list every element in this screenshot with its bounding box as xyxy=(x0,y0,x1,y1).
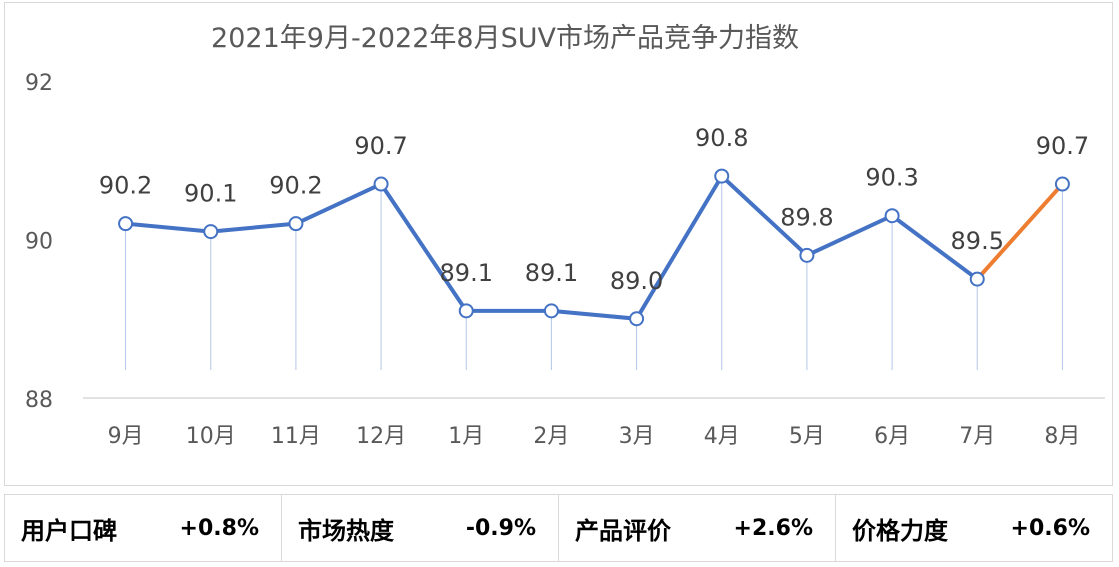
series-segment xyxy=(549,308,639,321)
data-point xyxy=(543,303,559,319)
chart-frame: 2021年9月-2022年8月SUV市场产品竞争力指数 88 90 92 9月 10月… xyxy=(4,2,1113,486)
series-segment xyxy=(634,174,724,321)
series-segment xyxy=(804,213,895,258)
x-tick-label: 4月 xyxy=(704,424,740,449)
stat-value: -0.9% xyxy=(465,515,536,541)
stat-value: +0.8% xyxy=(179,515,259,541)
series-segment xyxy=(123,221,213,234)
series-line xyxy=(123,174,1065,321)
data-point xyxy=(714,168,730,184)
data-label: 89.5 xyxy=(951,227,1004,255)
x-tick-label: 1月 xyxy=(448,424,484,449)
x-tick-label: 12月 xyxy=(356,424,406,449)
stat-value: +2.6% xyxy=(733,515,813,541)
stat-label: 用户口碑 xyxy=(21,516,117,545)
x-tick-label: 11月 xyxy=(271,424,321,449)
stat-value: +0.6% xyxy=(1010,515,1090,541)
data-point xyxy=(458,303,474,319)
data-label: 89.1 xyxy=(525,259,578,287)
x-tick-label: 3月 xyxy=(619,424,655,449)
stat-label: 产品评价 xyxy=(575,516,671,545)
series-segment xyxy=(890,213,980,282)
x-tick-label: 10月 xyxy=(186,424,236,449)
stat-price-strength: 价格力度 +0.6% xyxy=(836,495,1112,561)
stat-market-heat: 市场热度 -0.9% xyxy=(282,495,559,561)
series-segment-highlight xyxy=(975,182,1065,282)
x-tick-label: 8月 xyxy=(1044,424,1080,449)
series-segment xyxy=(719,174,809,258)
data-label: 89.0 xyxy=(610,267,663,295)
data-point xyxy=(1054,176,1070,192)
data-point xyxy=(373,176,389,192)
data-label: 89.8 xyxy=(780,203,833,231)
data-label: 90.2 xyxy=(99,172,152,200)
data-point xyxy=(969,271,985,287)
x-tick-label: 5月 xyxy=(789,424,825,449)
series-segment xyxy=(379,182,469,313)
stat-product-rating: 产品评价 +2.6% xyxy=(559,495,836,561)
chart-svg: 2021年9月-2022年8月SUV市场产品竞争力指数 88 90 92 9月 10月… xyxy=(25,23,1105,449)
data-label: 90.2 xyxy=(269,172,322,200)
drop-lines xyxy=(125,183,1063,370)
y-tick-label: 88 xyxy=(25,388,53,413)
chart-title: 2021年9月-2022年8月SUV市场产品竞争力指数 xyxy=(211,23,799,54)
x-tick-label: 2月 xyxy=(533,424,569,449)
data-label: 90.7 xyxy=(354,132,407,160)
y-axis-ticks: 88 90 92 xyxy=(25,71,53,413)
data-point xyxy=(884,208,900,224)
data-labels: 90.2 90.1 90.2 90.7 89.1 89.1 89.0 90.8 89.8 90.3… xyxy=(99,124,1089,295)
stat-user-reputation: 用户口碑 +0.8% xyxy=(5,495,282,561)
data-point xyxy=(118,216,134,232)
data-point xyxy=(203,224,219,240)
data-markers xyxy=(118,168,1070,327)
x-tick-label: 6月 xyxy=(874,424,910,449)
stat-label: 价格力度 xyxy=(852,516,948,545)
y-tick-label: 90 xyxy=(25,230,53,255)
data-label: 90.3 xyxy=(865,164,918,192)
y-tick-label: 92 xyxy=(25,71,53,96)
data-label: 90.1 xyxy=(184,180,237,208)
data-label: 89.1 xyxy=(440,259,493,287)
data-point xyxy=(629,311,645,327)
x-tick-label: 9月 xyxy=(108,424,144,449)
series-segment xyxy=(293,182,384,226)
series-segment xyxy=(208,221,298,234)
data-label: 90.7 xyxy=(1036,132,1089,160)
data-point xyxy=(288,216,304,232)
x-axis-labels: 9月 10月 11月 12月 1月 2月 3月 4月 5月 6月 7月 8月 xyxy=(108,424,1081,449)
x-tick-label: 7月 xyxy=(959,424,995,449)
stat-label: 市场热度 xyxy=(298,516,394,545)
stats-bar: 用户口碑 +0.8% 市场热度 -0.9% 产品评价 +2.6% 价格力度 +0… xyxy=(4,494,1113,562)
data-point xyxy=(799,247,815,263)
data-label: 90.8 xyxy=(695,124,748,152)
